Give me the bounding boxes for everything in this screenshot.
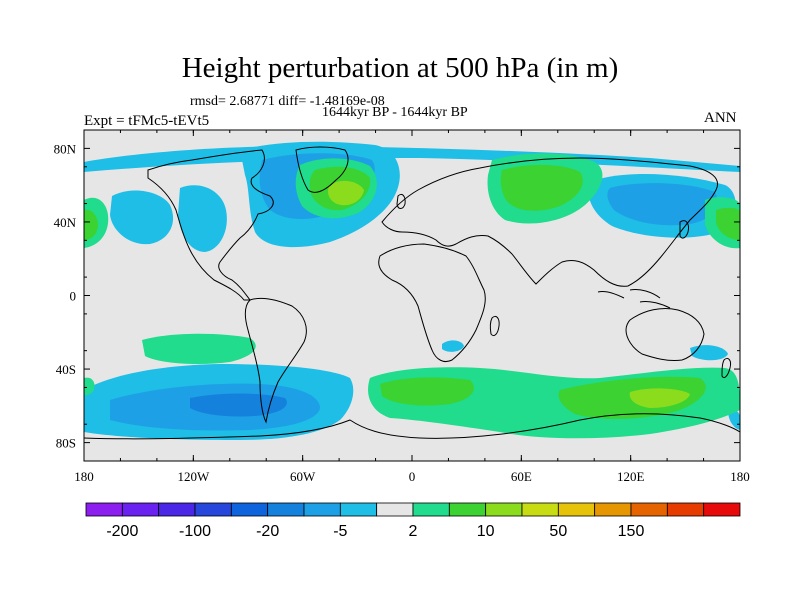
colorbar-swatch [448, 502, 487, 517]
colorbar-label: 2 [409, 523, 418, 540]
experiment-label: Expt = tFMc5-tEVt5 [84, 113, 210, 129]
contour-negative-n-america [178, 185, 227, 252]
coast-indonesia [597, 289, 671, 309]
coast-australia [625, 307, 705, 361]
colorbar-swatch [594, 502, 632, 517]
colorbar-swatch [158, 502, 196, 517]
colorbar-swatch [267, 502, 305, 517]
coastlines [84, 146, 740, 440]
coast-greenland [295, 146, 349, 193]
contour-positive-southern-ocean-inner [380, 377, 474, 406]
x-tick-label: 180 [730, 469, 750, 484]
y-tick-label: 0 [70, 289, 77, 304]
season-label: ANN [704, 110, 737, 126]
x-tick-label: 60W [290, 469, 316, 484]
y-axis: 80N 40N 0 40S 80S [54, 129, 740, 462]
contour-negative-s-indian-small [442, 340, 464, 352]
contour-deep-n-pacific-e [607, 183, 718, 226]
colorbar-swatch [521, 502, 559, 517]
coast-madagascar [489, 315, 500, 337]
contour-positive-s-atlantic [142, 333, 256, 364]
colorbar-swatch [630, 502, 668, 517]
colorbar-swatch [194, 502, 232, 517]
contour-positive-southern-ocean-east-core [629, 388, 690, 408]
contour-positive-s-pacific-tail [84, 377, 95, 396]
colorbar-label: -20 [256, 523, 279, 540]
colorbar-swatch [412, 502, 450, 517]
contour-negative-arctic-strip [84, 145, 740, 172]
colorbar-swatch [339, 502, 378, 517]
contour-positive-n-pacific-e-inner [716, 207, 740, 240]
contour-negative-s-tail-east [728, 409, 740, 430]
coast-new-zealand [721, 357, 731, 379]
coast-north-america [147, 149, 274, 301]
plot-title: Height perturbation at 500 hPa (in m) [181, 52, 619, 84]
colorbar-swatch [485, 502, 523, 517]
stats-text: rmsd= 2.68771 diff= -1.48169e-08 [190, 94, 385, 109]
coast-uk [396, 193, 406, 209]
colorbar-swatch [703, 502, 741, 517]
coast-antarctica [84, 413, 740, 440]
colorbar-swatch [230, 502, 269, 517]
y-tick-label: 40N [54, 215, 77, 230]
x-tick-label: 120W [177, 469, 210, 484]
contour-negative-australia-small [690, 345, 728, 361]
coast-eurasia [381, 157, 718, 287]
colorbar-swatch [121, 502, 160, 517]
period-text: 1644kyr BP - 1644kyr BP [322, 105, 468, 120]
colorbar-label: 150 [618, 523, 645, 540]
x-axis: 180 120W 60W 0 60E 120E 180 [74, 130, 750, 484]
colorbar-swatch [85, 502, 123, 517]
colorbar-swatch [376, 502, 414, 517]
colorbar-label: -5 [333, 523, 347, 540]
x-tick-label: 60E [511, 469, 532, 484]
colorbar-label: -100 [179, 523, 211, 540]
coast-south-america [244, 297, 307, 424]
colorbar-label: -200 [106, 523, 138, 540]
y-tick-label: 40S [56, 362, 76, 377]
coast-japan [679, 220, 689, 239]
coast-africa [378, 243, 486, 363]
colorbar [85, 502, 741, 517]
y-tick-label: 80S [56, 436, 76, 451]
colorbar-label: 50 [549, 523, 567, 540]
contour-positive-n-pacific-w-inner [84, 209, 98, 240]
contour-positive-greenland-core [328, 180, 364, 206]
colorbar-swatch [303, 502, 341, 517]
x-tick-label: 0 [409, 469, 416, 484]
colorbar-swatch [557, 502, 596, 517]
contour-negative-n-pacific-w [110, 190, 174, 245]
colorbar-labels: -200 -100 -20 -5 2 10 50 150 [106, 523, 644, 540]
x-tick-label: 120E [617, 469, 645, 484]
colorbar-swatch [666, 502, 705, 517]
y-tick-label: 80N [54, 141, 77, 156]
colorbar-label: 10 [477, 523, 495, 540]
x-tick-label: 180 [74, 469, 94, 484]
contour-positive-eurasia-inner [500, 164, 583, 211]
contour-fields [84, 141, 740, 440]
